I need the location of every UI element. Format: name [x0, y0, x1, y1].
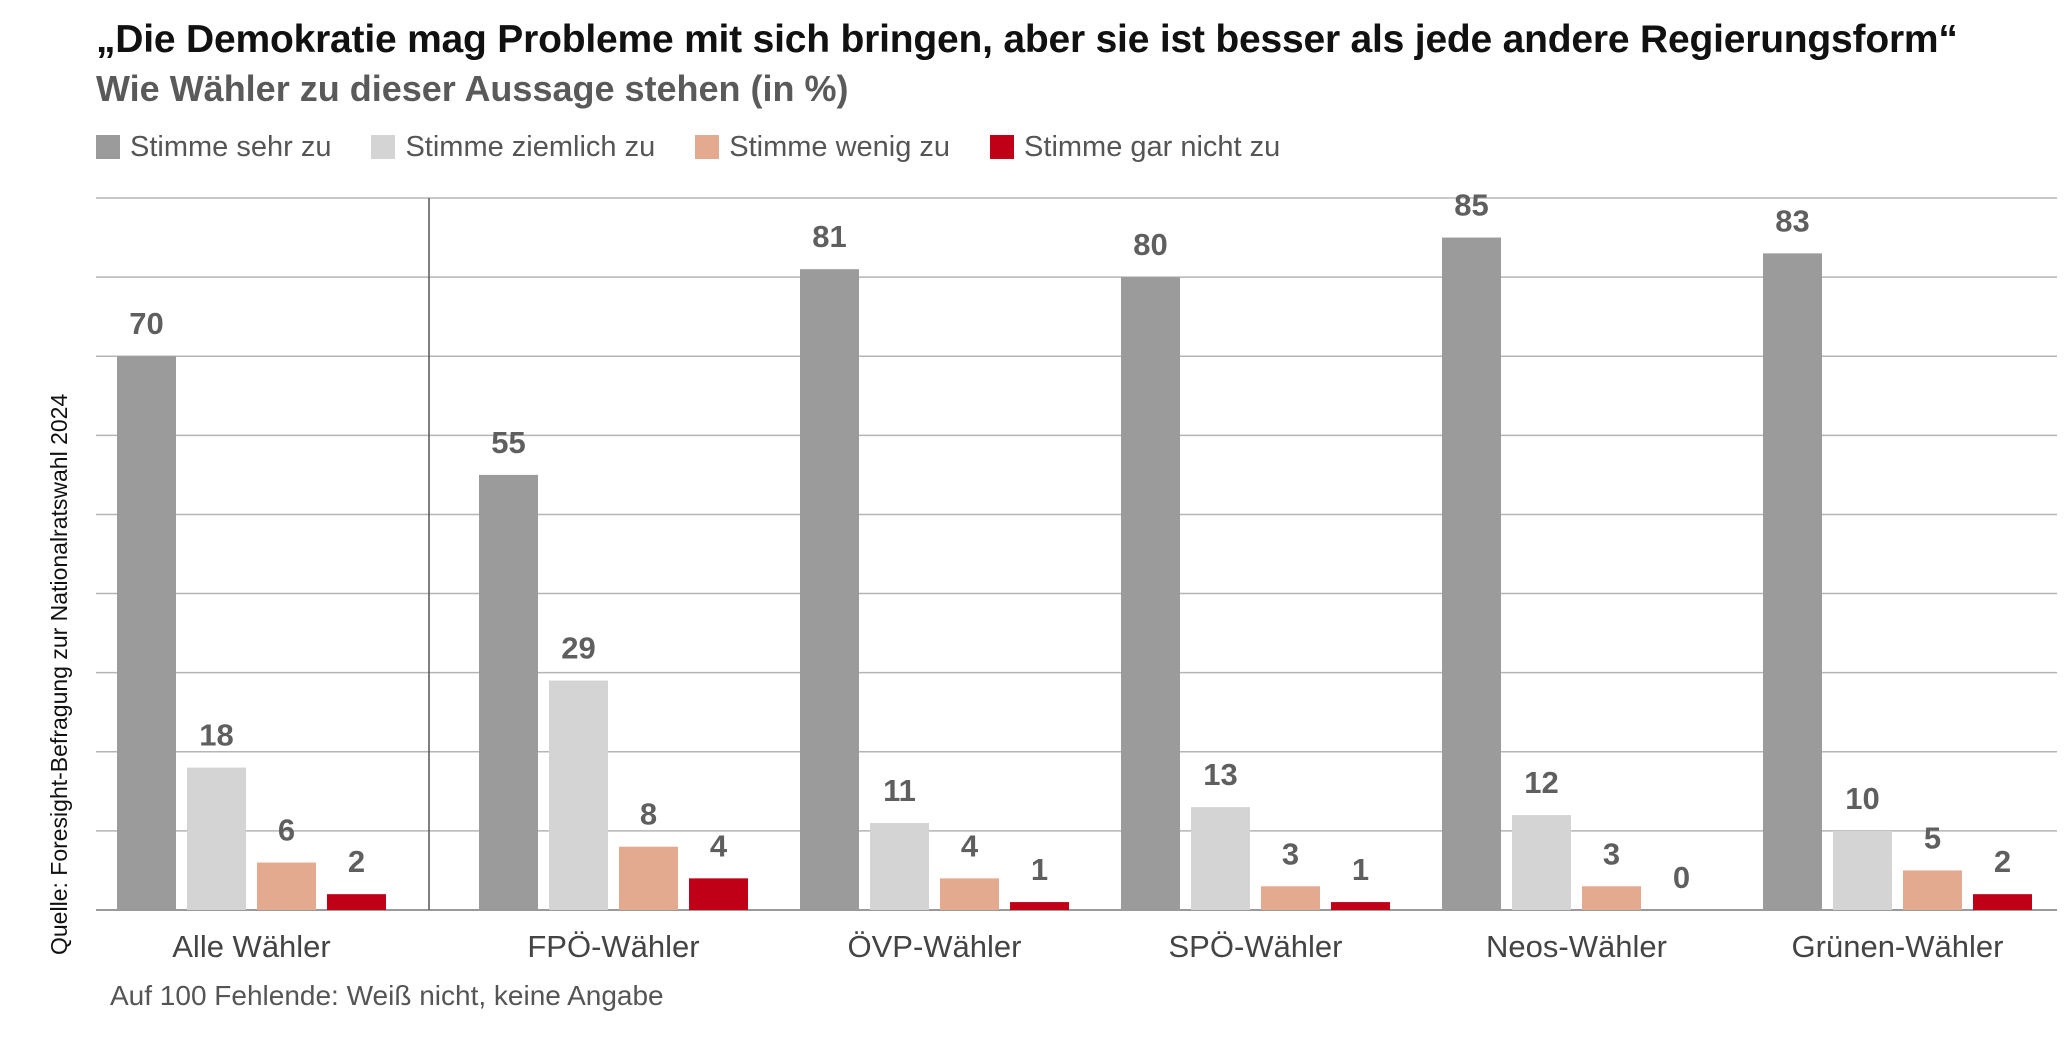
category-label-fpo-wahler: FPÖ-Wähler: [527, 929, 699, 960]
bar-grunen-wahler-stimme-sehr-zu: [1763, 253, 1822, 910]
value-label: 18: [199, 718, 233, 753]
bar-fpo-wahler-stimme-gar-nicht-zu: [689, 878, 748, 910]
value-label: 3: [1603, 836, 1620, 871]
legend-item-stimme-gar-nicht-zu: Stimme gar nicht zu: [990, 131, 1280, 164]
value-label: 5: [1924, 820, 1941, 855]
value-label: 70: [129, 306, 163, 341]
category-label-grunen-wahler: Grünen-Wähler: [1792, 929, 2004, 960]
chart-subtitle: Wie Wähler zu dieser Aussage stehen (in …: [96, 68, 849, 109]
value-label: 8: [640, 797, 657, 832]
bar-spo-wahler-stimme-sehr-zu: [1121, 277, 1180, 911]
value-label: 85: [1454, 188, 1488, 223]
value-label: 29: [561, 631, 595, 666]
legend-item-stimme-ziemlich-zu: Stimme ziemlich zu: [371, 131, 655, 164]
bar-alle-wahler-stimme-ziemlich-zu: [187, 767, 246, 910]
legend-label: Stimme sehr zu: [130, 130, 332, 163]
bar-grunen-wahler-stimme-wenig-zu: [1903, 870, 1962, 910]
value-label: 3: [1282, 836, 1299, 871]
bar-spo-wahler-stimme-wenig-zu: [1261, 886, 1320, 910]
bar-ovp-wahler-stimme-wenig-zu: [940, 878, 999, 910]
category-labels: Alle Wähler FPÖ-Wähler ÖVP-Wähler SPÖ-Wähle…: [172, 929, 2003, 960]
bar-fpo-wahler-stimme-wenig-zu: [619, 846, 678, 910]
bar-fpo-wahler-stimme-ziemlich-zu: [549, 680, 608, 910]
value-label: 4: [961, 828, 979, 863]
value-label: 2: [1994, 844, 2011, 879]
gridlines: [96, 197, 2057, 911]
bar-ovp-wahler-stimme-gar-nicht-zu: [1010, 902, 1069, 910]
source-note: Quelle: Foresight-Befragung zur National…: [46, 393, 72, 955]
category-label-alle-wahler: Alle Wähler: [172, 929, 331, 960]
legend-swatch: [695, 135, 720, 159]
value-label: 0: [1673, 860, 1690, 895]
value-labels: 70 18 6 2 55 29 8 4 81 11 4 1 80 13 3 1 85 12 3 0 83 10 5 2: [129, 188, 2011, 895]
bar-alle-wahler-stimme-gar-nicht-zu: [327, 894, 386, 910]
value-label: 55: [491, 425, 525, 460]
value-label: 2: [348, 844, 365, 879]
legend-swatch: [371, 135, 396, 159]
bar-neos-wahler-stimme-wenig-zu: [1582, 886, 1641, 910]
bar-grunen-wahler-stimme-ziemlich-zu: [1833, 830, 1892, 910]
footnote: Auf 100 Fehlende: Weiß nicht, keine Anga…: [110, 980, 664, 1011]
value-label: 4: [710, 828, 728, 863]
bar-neos-wahler-stimme-ziemlich-zu: [1512, 815, 1571, 910]
value-label: 81: [812, 219, 846, 254]
legend-swatch: [990, 135, 1015, 159]
value-label: 1: [1352, 852, 1369, 887]
value-label: 13: [1203, 757, 1237, 792]
bars: [117, 237, 2032, 911]
value-label: 11: [883, 773, 916, 808]
category-label-neos-wahler: Neos-Wähler: [1486, 929, 1667, 960]
legend: Stimme sehr zu Stimme ziemlich zu Stimme w…: [96, 130, 1320, 164]
legend-label: Stimme ziemlich zu: [405, 130, 656, 163]
value-label: 10: [1845, 781, 1879, 816]
value-label: 1: [1031, 852, 1048, 887]
legend-item-stimme-wenig-zu: Stimme wenig zu: [695, 131, 950, 164]
bar-ovp-wahler-stimme-sehr-zu: [800, 269, 859, 910]
legend-swatch: [96, 135, 120, 159]
bar-chart: 70 18 6 2 55 29 8 4 81 11 4 1 80 13 3 1 85 12 3 0 83 10 5 2 All…: [96, 188, 2057, 960]
bar-grunen-wahler-stimme-gar-nicht-zu: [1973, 894, 2032, 910]
category-label-ovp-wahler: ÖVP-Wähler: [848, 929, 1022, 960]
value-label: 80: [1133, 227, 1167, 262]
legend-item-stimme-sehr-zu: Stimme sehr zu: [96, 131, 331, 164]
bar-alle-wahler-stimme-sehr-zu: [117, 356, 176, 910]
bar-alle-wahler-stimme-wenig-zu: [257, 862, 316, 910]
value-label: 6: [278, 813, 295, 848]
bar-spo-wahler-stimme-gar-nicht-zu: [1331, 902, 1390, 910]
bar-ovp-wahler-stimme-ziemlich-zu: [870, 822, 929, 910]
legend-label: Stimme gar nicht zu: [1024, 130, 1281, 163]
value-label: 12: [1524, 765, 1558, 800]
value-label: 83: [1775, 203, 1809, 238]
bar-neos-wahler-stimme-sehr-zu: [1442, 237, 1501, 911]
legend-label: Stimme wenig zu: [729, 130, 951, 163]
bar-fpo-wahler-stimme-sehr-zu: [479, 474, 538, 910]
bar-spo-wahler-stimme-ziemlich-zu: [1191, 807, 1250, 910]
category-label-spo-wahler: SPÖ-Wähler: [1169, 929, 1343, 960]
chart-title: „Die Demokratie mag Probleme mit sich br…: [96, 18, 1958, 61]
